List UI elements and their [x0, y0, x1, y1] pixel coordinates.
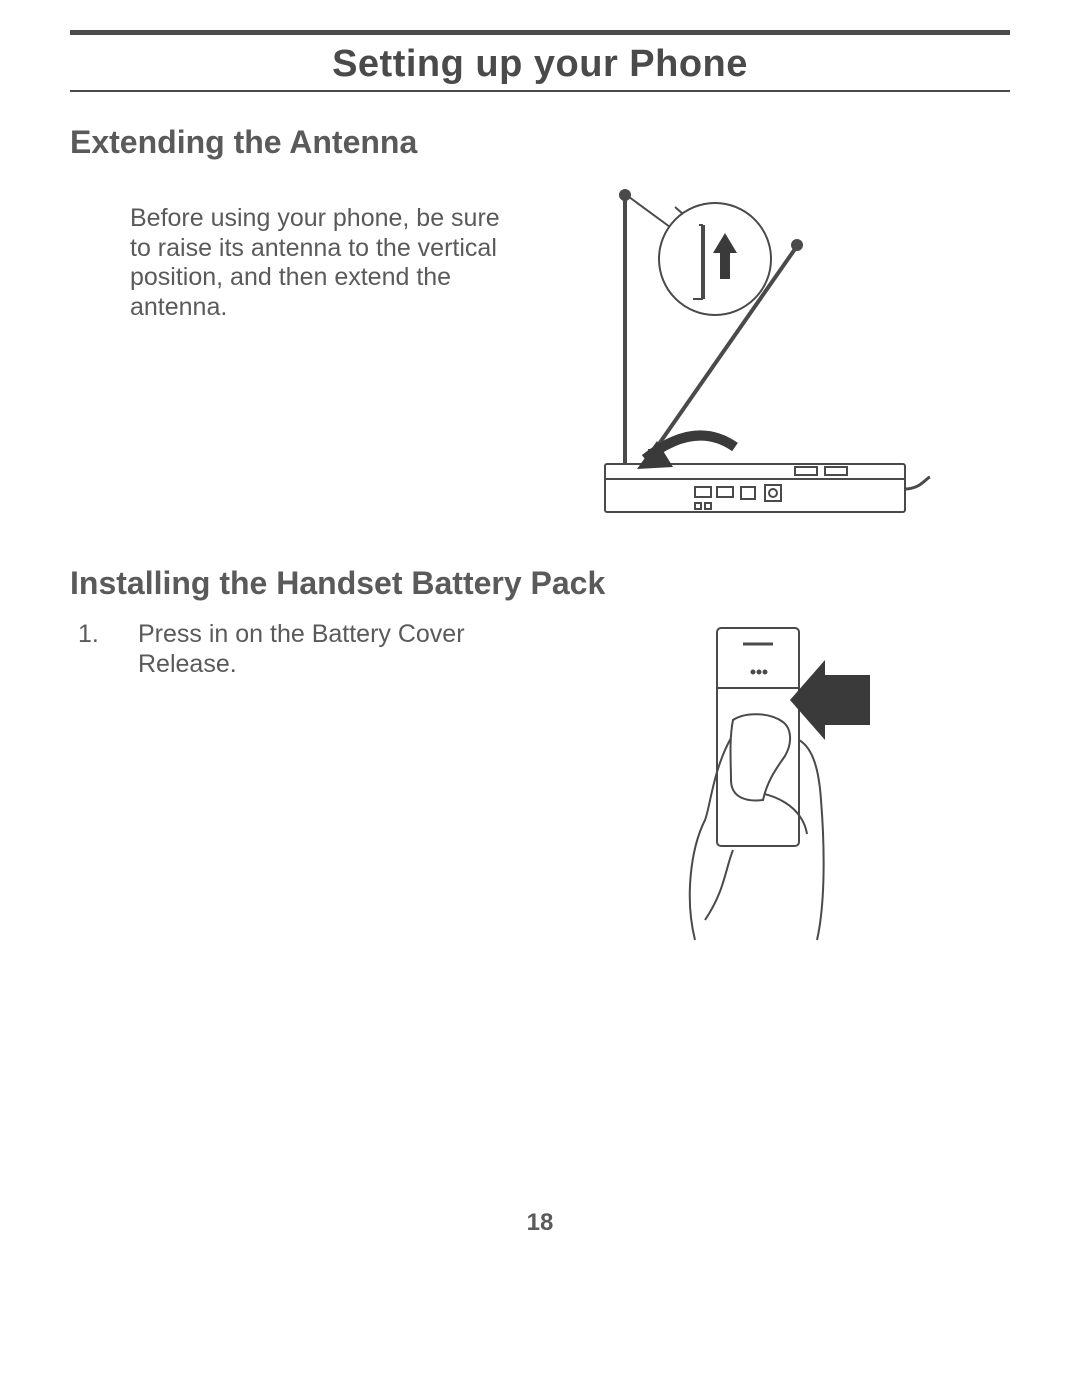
- antenna-heading: Extending the Antenna: [70, 124, 1010, 161]
- antenna-row: Before using your phone, be sure to rais…: [70, 179, 1010, 519]
- battery-row: 1. Press in on the Battery Cover Release…: [70, 620, 1010, 960]
- battery-illustration: [635, 620, 895, 960]
- battery-illustration-col: [520, 620, 1010, 960]
- battery-step-number: 1.: [70, 620, 138, 960]
- antenna-text-col: Before using your phone, be sure to rais…: [70, 179, 500, 519]
- antenna-body: Before using your phone, be sure to rais…: [130, 204, 500, 322]
- antenna-illustration-col: [520, 179, 1010, 519]
- battery-step-text: Press in on the Battery Cover Release.: [138, 620, 500, 679]
- battery-text-col: 1. Press in on the Battery Cover Release…: [70, 620, 500, 960]
- top-rule-thick: [70, 30, 1010, 35]
- manual-page: Setting up your Phone Extending the Ante…: [0, 0, 1080, 1377]
- battery-heading: Installing the Handset Battery Pack: [70, 565, 1010, 602]
- page-title: Setting up your Phone: [70, 43, 1010, 86]
- antenna-illustration: [585, 179, 945, 519]
- top-rule-thin: [70, 90, 1010, 92]
- page-number: 18: [0, 1209, 1080, 1237]
